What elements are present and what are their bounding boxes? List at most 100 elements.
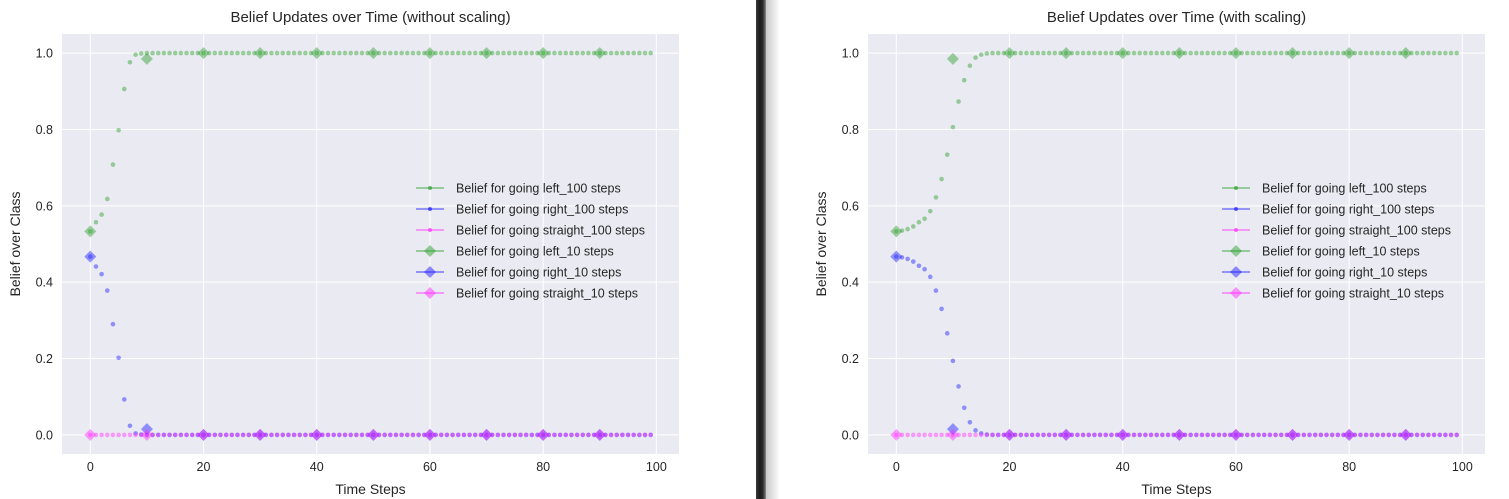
data-point: [642, 432, 648, 438]
data-point: [1029, 432, 1035, 438]
data-point: [946, 423, 959, 436]
data-point: [388, 50, 393, 56]
legend-label: Belief for going right_100 steps: [1262, 203, 1434, 217]
data-point: [1341, 50, 1346, 56]
data-point: [512, 50, 518, 56]
data-point: [1397, 432, 1403, 438]
data-point: [620, 50, 625, 56]
data-point: [1397, 432, 1403, 438]
data-point: [927, 432, 933, 438]
chart-without-scaling: 0 20 40 60 80 100 0.0 0.2 0.4 0.6 0.8 1.0 Belief Upd…: [7, 9, 679, 497]
data-point: [1307, 432, 1312, 438]
data-point: [973, 428, 978, 433]
data-point: [1154, 50, 1159, 56]
data-point: [1001, 432, 1007, 438]
data-point: [252, 432, 257, 438]
data-point: [455, 50, 461, 56]
data-point: [1227, 432, 1233, 438]
data-point: [939, 432, 944, 438]
data-point: [423, 428, 436, 441]
data-point: [291, 432, 297, 438]
data-point: [495, 432, 501, 438]
legend-marker: [1230, 245, 1242, 257]
data-point: [331, 432, 337, 438]
data-point: [467, 432, 472, 438]
data-point: [235, 432, 240, 438]
data-point: [1437, 432, 1443, 438]
data-point: [529, 432, 535, 438]
data-point: [1301, 50, 1307, 56]
data-point: [1063, 432, 1069, 438]
data-point: [946, 428, 959, 441]
data-point: [1420, 432, 1426, 438]
data-point: [1426, 50, 1431, 56]
data-point: [1222, 432, 1227, 438]
data-point: [1369, 432, 1375, 438]
legend-marker: [1230, 287, 1242, 299]
data-point: [580, 432, 586, 438]
data-point: [1126, 432, 1131, 438]
data-point: [212, 432, 218, 438]
data-point: [104, 432, 110, 438]
series-1: [88, 50, 653, 234]
data-point: [235, 50, 240, 56]
data-point: [614, 50, 620, 56]
plot-area: [62, 34, 679, 454]
data-point: [933, 195, 939, 200]
data-point: [1443, 432, 1448, 438]
data-point: [950, 432, 956, 438]
data-point: [905, 226, 910, 232]
data-point: [93, 219, 99, 225]
data-point: [1222, 432, 1227, 438]
data-point: [944, 152, 950, 157]
data-point: [927, 274, 933, 280]
y-tick-label: 0.4: [842, 276, 859, 290]
data-point: [546, 432, 552, 438]
data-point: [308, 432, 314, 438]
data-point: [354, 50, 359, 56]
data-point: [939, 176, 944, 182]
data-point: [961, 77, 967, 83]
data-point: [1114, 50, 1120, 56]
data-point: [1114, 432, 1120, 438]
data-point: [399, 432, 404, 438]
data-point: [1448, 50, 1454, 56]
data-point: [552, 432, 557, 438]
data-point: [354, 432, 359, 438]
data-point: [263, 50, 269, 56]
data-point: [1177, 50, 1182, 56]
data-point: [310, 428, 323, 441]
data-point: [367, 428, 380, 441]
data-point: [950, 358, 956, 364]
data-point: [1229, 428, 1242, 441]
data-point: [537, 47, 550, 60]
data-point: [563, 432, 569, 438]
data-point: [1041, 50, 1046, 56]
data-point: [1256, 432, 1261, 438]
data-point: [978, 52, 984, 57]
data-point: [133, 431, 138, 436]
data-point: [461, 50, 467, 56]
series-6: [84, 428, 606, 441]
data-point: [150, 432, 155, 438]
y-tick-label: 0.2: [36, 352, 53, 366]
data-point: [127, 423, 133, 429]
data-point: [161, 50, 167, 56]
data-point: [1414, 50, 1420, 56]
data-point: [450, 50, 455, 56]
data-point: [444, 432, 450, 438]
data-point: [133, 432, 138, 438]
data-point: [1233, 432, 1239, 438]
data-point: [365, 432, 370, 438]
data-point: [342, 50, 348, 56]
data-point: [433, 432, 438, 438]
data-point: [1358, 50, 1363, 56]
data-point: [1341, 432, 1346, 438]
data-point: [529, 50, 535, 56]
data-point: [1312, 50, 1318, 56]
data-point: [444, 432, 450, 438]
data-point: [399, 50, 404, 56]
data-point: [178, 432, 184, 438]
data-point: [894, 432, 899, 438]
data-point: [1199, 50, 1205, 56]
